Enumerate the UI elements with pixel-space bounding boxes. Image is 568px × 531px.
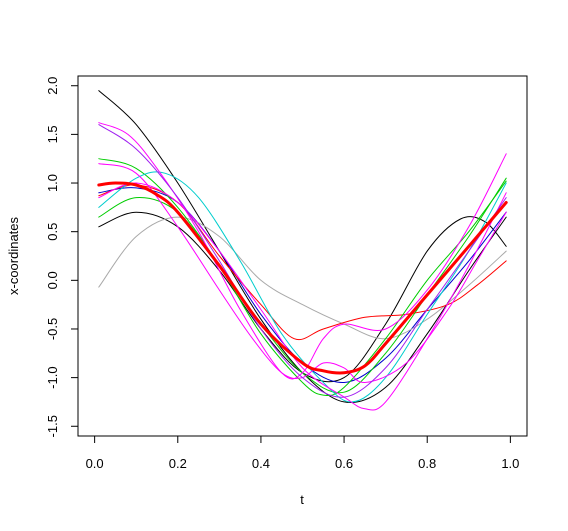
x-tick-label: 0.4 xyxy=(252,456,270,471)
series-line xyxy=(98,122,507,380)
series-line xyxy=(98,182,507,411)
y-tick-label: -1.5 xyxy=(45,415,60,437)
series-line xyxy=(98,90,507,403)
x-tick-label: 1.0 xyxy=(501,456,519,471)
series-line xyxy=(98,158,507,397)
series-line xyxy=(98,124,507,398)
x-tick-label: 0.2 xyxy=(169,456,187,471)
y-tick-label: -0.5 xyxy=(45,318,60,340)
series-line xyxy=(98,171,507,403)
y-axis: -1.5 -1.0 -0.5 0.0 0.5 1.0 1.5 2.0 xyxy=(45,77,79,437)
x-tick-label: 0.6 xyxy=(335,456,353,471)
series-line xyxy=(98,184,507,341)
y-axis-title: x-coordinates xyxy=(6,216,21,295)
y-tick-label: 0.0 xyxy=(45,271,60,289)
x-axis-title: t xyxy=(300,492,304,507)
series-line xyxy=(98,216,507,340)
x-axis: 0.0 0.2 0.4 0.6 0.8 1.0 xyxy=(86,435,519,471)
x-tick-label: 0.8 xyxy=(418,456,436,471)
mean-series-line xyxy=(97,181,508,375)
y-tick-label: -1.0 xyxy=(45,366,60,388)
y-tick-label: 1.5 xyxy=(45,125,60,143)
x-tick-label: 0.0 xyxy=(86,456,104,471)
series-layer xyxy=(97,90,508,411)
y-tick-label: 0.5 xyxy=(45,223,60,241)
series-line xyxy=(98,211,507,383)
y-tick-label: 1.0 xyxy=(45,174,60,192)
y-tick-label: 2.0 xyxy=(45,77,60,95)
series-line xyxy=(98,163,507,384)
